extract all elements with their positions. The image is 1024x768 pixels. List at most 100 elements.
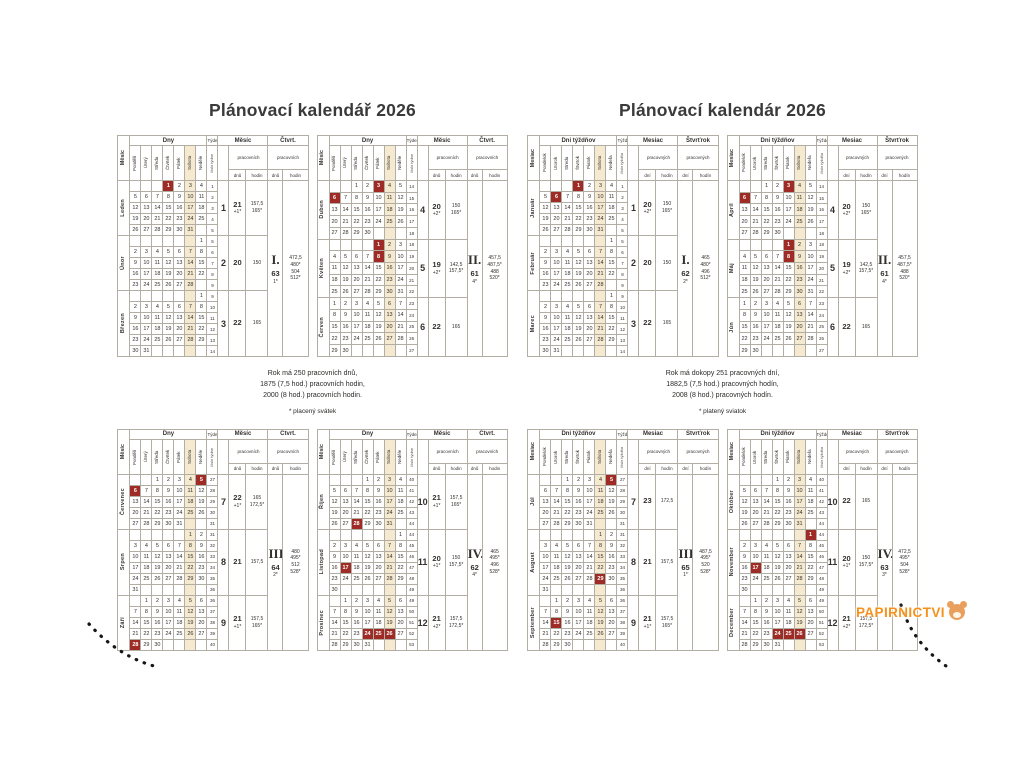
day-cell: 28: [749, 226, 762, 240]
day-cell: [583, 528, 596, 541]
day-cell: 18: [394, 495, 407, 508]
working-label: pracovních: [427, 438, 468, 464]
day-cell: 11: [561, 312, 574, 324]
day-cell: 12: [162, 257, 175, 269]
day-cell: [550, 583, 563, 596]
day-cell: 15: [561, 495, 574, 508]
days-sublabel: dní: [677, 462, 694, 475]
day-cell: 30: [738, 583, 751, 596]
week-number: 33: [616, 550, 629, 563]
days-sublabel: dní: [876, 169, 893, 181]
day-cell: 23: [173, 213, 186, 225]
day-cell: 28: [771, 285, 784, 299]
working-label: pracovných: [677, 438, 719, 464]
workdays-cell: 20 +2*: [638, 180, 657, 236]
day-cell: 12: [372, 308, 385, 322]
day-cell: 18: [760, 561, 773, 574]
day-cell: 27: [583, 334, 596, 346]
stitch-dots-right: [899, 603, 951, 670]
day-cell: 25: [782, 627, 795, 640]
day-cell: 22: [372, 273, 385, 287]
day-cell: 13: [760, 262, 773, 275]
week-number: 28: [206, 484, 219, 497]
day-cell: 23: [328, 572, 341, 585]
day-cell: 17: [350, 320, 363, 334]
week-number: 5: [206, 235, 219, 247]
day-cell: 19: [372, 320, 385, 334]
day-cell: 28: [151, 224, 164, 236]
day-cell: 5: [162, 246, 175, 258]
day-cell: 6: [782, 539, 795, 552]
day-cell: 16: [561, 616, 574, 629]
hours-cell: 150 165*: [655, 180, 679, 236]
days-sublabel: dní: [876, 462, 893, 475]
day-cell: [738, 238, 751, 252]
week-number-sublabel: číslo týždňa: [815, 438, 828, 475]
day-cell: 30: [605, 572, 618, 585]
day-cell: 24: [173, 506, 186, 519]
day-cell: 23: [339, 332, 352, 346]
month-number: 4: [826, 180, 839, 240]
day-cell: 14: [771, 262, 784, 275]
day-name-header: Streda: [561, 438, 574, 475]
day-cell: 8: [749, 605, 762, 618]
day-cell: 16: [350, 616, 363, 629]
week-number: 13: [616, 334, 629, 346]
day-cell: 25: [760, 572, 773, 585]
day-name-header: Středa: [151, 145, 164, 181]
day-cell: 21: [140, 506, 153, 519]
workdays-cell: 20 +2*: [837, 180, 856, 240]
day-cell: 2: [782, 473, 795, 486]
week-number: 16: [815, 203, 828, 217]
days-group-header: Dny: [328, 135, 407, 146]
month-name: Listopad: [316, 528, 330, 596]
week-number: 27: [206, 473, 219, 486]
day-cell: 29: [394, 572, 407, 585]
day-cell: 3: [394, 238, 407, 252]
day-cell: 26: [328, 517, 341, 530]
day-name-header: Štvrtok: [771, 438, 784, 475]
day-cell: [572, 345, 585, 357]
day-cell: 29: [339, 638, 352, 651]
day-cell: 17: [162, 616, 175, 629]
day-cell: 4: [328, 250, 341, 264]
day-cell: 21: [594, 268, 607, 280]
day-cell: 5: [594, 594, 607, 607]
day-cell: 5: [738, 484, 751, 497]
day-cell: 2: [583, 180, 596, 192]
week-number: 9: [616, 279, 629, 291]
day-cell: [539, 528, 552, 541]
day-cell: 6: [738, 191, 751, 205]
day-cell: 20: [804, 616, 817, 629]
day-cell: 9: [539, 312, 552, 324]
day-cell: 7: [771, 250, 784, 264]
day-cell: 27: [350, 285, 363, 299]
day-cell: 26: [184, 627, 197, 640]
day-cell: 4: [195, 180, 208, 192]
day-cell: 1: [738, 297, 751, 310]
day-cell: 25: [550, 572, 563, 585]
day-cell: 8: [151, 484, 164, 497]
day-cell: 4: [173, 594, 186, 607]
week-number: 31: [616, 528, 629, 541]
day-cell: 26: [383, 627, 396, 640]
week-number: 49: [405, 594, 418, 607]
week-number: 48: [405, 572, 418, 585]
hours-sublabel: hodín: [655, 462, 679, 475]
day-cell: 25: [383, 215, 396, 228]
quarter-days-cell: IV. 62 4*: [466, 473, 483, 651]
day-cell: 26: [804, 215, 817, 228]
working-label: pracovních: [466, 145, 508, 170]
day-cell: 27: [583, 279, 596, 291]
day-cell: 8: [782, 250, 795, 264]
day-cell: 15: [804, 550, 817, 563]
day-cell: [394, 226, 407, 240]
hours-sublabel: hodín: [891, 462, 918, 475]
day-cell: 20: [173, 268, 186, 280]
week-number-sublabel: číslo týždňa: [815, 145, 828, 181]
day-cell: [372, 528, 385, 541]
day-name-header: Nedeľa: [804, 438, 817, 475]
week-number: 36: [616, 594, 629, 607]
day-cell: 23: [793, 273, 806, 287]
day-cell: 6: [394, 594, 407, 607]
